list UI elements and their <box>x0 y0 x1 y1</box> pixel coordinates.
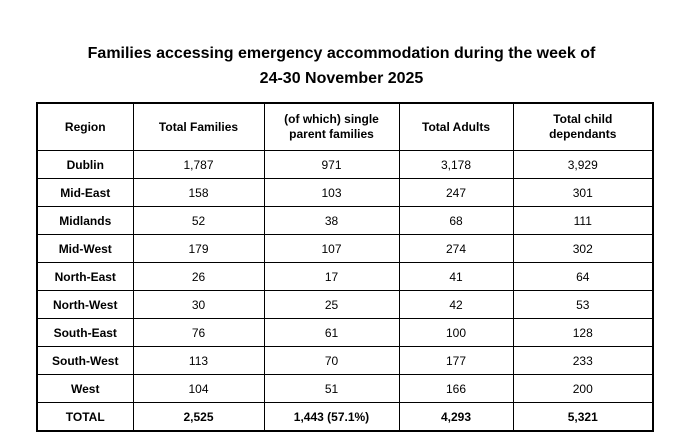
total-adults-value: 68 <box>398 206 514 235</box>
total-adults-total: 4,293 <box>398 402 514 432</box>
single-parent-families-value: 70 <box>263 346 400 375</box>
column-header-single-parent-families: (of which) single parent families <box>263 102 400 151</box>
region-label: South-East <box>36 318 134 347</box>
total-child-dependants-value: 111 <box>512 206 654 235</box>
table-row: South-East 76 61 100 128 <box>36 318 654 347</box>
region-label: Mid-East <box>36 178 134 207</box>
total-families-total: 2,525 <box>132 402 265 432</box>
total-child-dependants-value: 302 <box>512 234 654 263</box>
region-label: Midlands <box>36 206 134 235</box>
region-label: West <box>36 374 134 403</box>
total-families-value: 76 <box>132 318 265 347</box>
single-parent-families-value: 107 <box>263 234 400 263</box>
total-adults-value: 247 <box>398 178 514 207</box>
single-parent-families-value: 971 <box>263 150 400 179</box>
total-child-dependants-value: 53 <box>512 290 654 319</box>
region-label: South-West <box>36 346 134 375</box>
single-parent-families-value: 25 <box>263 290 400 319</box>
single-parent-families-value: 17 <box>263 262 400 291</box>
total-child-dependants-value: 3,929 <box>512 150 654 179</box>
total-families-value: 1,787 <box>132 150 265 179</box>
region-label: Dublin <box>36 150 134 179</box>
column-header-total-families: Total Families <box>132 102 265 151</box>
total-row-label: TOTAL <box>36 402 134 432</box>
column-header-total-adults: Total Adults <box>398 102 514 151</box>
total-families-value: 30 <box>132 290 265 319</box>
table-row: North-East 26 17 41 64 <box>36 262 654 291</box>
page-title: Families accessing emergency accommodati… <box>87 44 596 87</box>
table-row: West 104 51 166 200 <box>36 374 654 403</box>
total-families-value: 26 <box>132 262 265 291</box>
total-adults-value: 42 <box>398 290 514 319</box>
total-families-value: 179 <box>132 234 265 263</box>
total-adults-value: 274 <box>398 234 514 263</box>
total-families-value: 104 <box>132 374 265 403</box>
table-total-row: TOTAL 2,525 1,443 (57.1%) 4,293 5,321 <box>36 402 654 432</box>
table-row: Mid-West 179 107 274 302 <box>36 234 654 263</box>
total-child-dependants-value: 64 <box>512 262 654 291</box>
total-adults-value: 177 <box>398 346 514 375</box>
table-row: Dublin 1,787 971 3,178 3,929 <box>36 150 654 179</box>
region-label: Mid-West <box>36 234 134 263</box>
table-row: North-West 30 25 42 53 <box>36 290 654 319</box>
total-families-value: 158 <box>132 178 265 207</box>
column-header-region: Region <box>36 102 134 151</box>
total-families-value: 52 <box>132 206 265 235</box>
total-child-dependants-value: 200 <box>512 374 654 403</box>
single-parent-families-value: 61 <box>263 318 400 347</box>
total-adults-value: 3,178 <box>398 150 514 179</box>
table-header-row: Region Total Families (of which) single … <box>36 102 654 151</box>
single-parent-families-value: 51 <box>263 374 400 403</box>
emergency-accommodation-table: Region Total Families (of which) single … <box>36 102 654 432</box>
total-child-dependants-value: 128 <box>512 318 654 347</box>
total-adults-value: 166 <box>398 374 514 403</box>
region-label: North-East <box>36 262 134 291</box>
table-row: Midlands 52 38 68 111 <box>36 206 654 235</box>
single-parent-families-value: 103 <box>263 178 400 207</box>
table-row: South-West 113 70 177 233 <box>36 346 654 375</box>
column-header-total-child-dependants: Total child dependants <box>512 102 654 151</box>
total-child-dependants-value: 233 <box>512 346 654 375</box>
total-adults-value: 100 <box>398 318 514 347</box>
single-parent-families-total: 1,443 (57.1%) <box>263 402 400 432</box>
region-label: North-West <box>36 290 134 319</box>
table-row: Mid-East 158 103 247 301 <box>36 178 654 207</box>
total-child-dependants-total: 5,321 <box>512 402 654 432</box>
total-families-value: 113 <box>132 346 265 375</box>
single-parent-families-value: 38 <box>263 206 400 235</box>
total-child-dependants-value: 301 <box>512 178 654 207</box>
total-adults-value: 41 <box>398 262 514 291</box>
